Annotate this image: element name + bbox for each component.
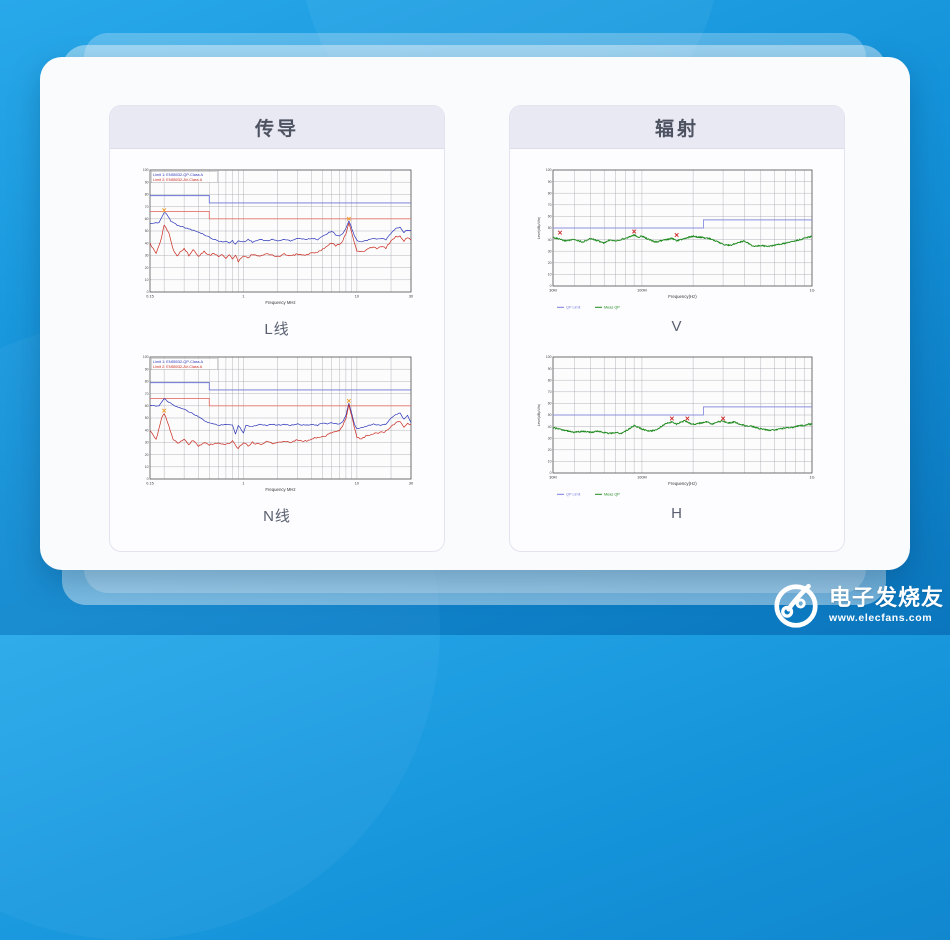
figure-conducted-n-line: 0 10 20 30 40 50 60 70 80 90 100 0.15 1 10 30 Frequency… [131, 352, 423, 527]
svg-text:0: 0 [550, 284, 552, 288]
figure-radiated-horizontal: 0 10 20 30 40 50 60 70 80 90 100 30M 100M 1G Frequency… [531, 352, 823, 527]
svg-text:80: 80 [145, 380, 149, 384]
svg-text:40: 40 [548, 425, 552, 429]
figure-radiated-vertical: 0 10 20 30 40 50 60 70 80 90 100 30M 100M 1G Frequency… [531, 165, 823, 340]
svg-text:Frequency MHz: Frequency MHz [265, 487, 295, 492]
svg-text:20: 20 [145, 266, 149, 270]
svg-text:Limit 2: EN55032-AV-Class A: Limit 2: EN55032-AV-Class A [153, 178, 203, 182]
svg-text:30: 30 [548, 436, 552, 440]
elecfans-circuit-icon [774, 583, 818, 628]
svg-text:30: 30 [548, 249, 552, 253]
svg-text:10: 10 [355, 295, 359, 299]
svg-text:100: 100 [546, 168, 552, 172]
svg-text:50: 50 [548, 413, 552, 417]
svg-text:90: 90 [548, 367, 552, 371]
svg-text:70: 70 [145, 392, 149, 396]
svg-text:1G: 1G [809, 476, 814, 480]
svg-text:10: 10 [145, 465, 149, 469]
panel-conducted-body: 0 10 20 30 40 50 60 70 80 90 100 0.15 1 10 30 Frequency… [110, 149, 444, 527]
svg-text:20: 20 [548, 448, 552, 452]
svg-text:30: 30 [409, 295, 413, 299]
emc-chart-radiated-v: 0 10 20 30 40 50 60 70 80 90 100 30M 100M 1G Frequency… [537, 168, 815, 310]
emc-chart-conducted-n-line: 0 10 20 30 40 50 60 70 80 90 100 0.15 1 10 30 Frequency… [143, 355, 413, 492]
svg-text:10: 10 [355, 482, 359, 486]
svg-text:Limit 1: EN55032-QP-Class A: Limit 1: EN55032-QP-Class A [153, 173, 203, 177]
svg-text:100: 100 [143, 168, 149, 172]
svg-text:90: 90 [145, 367, 149, 371]
svg-text:Frequency MHz: Frequency MHz [265, 300, 295, 305]
svg-text:1G: 1G [809, 289, 814, 293]
svg-text:Meas QP: Meas QP [604, 493, 620, 497]
svg-text:0: 0 [147, 290, 149, 294]
panel-conducted-title: 传导 [110, 106, 444, 149]
svg-text:30M: 30M [549, 289, 556, 293]
svg-text:80: 80 [145, 193, 149, 197]
svg-text:70: 70 [548, 203, 552, 207]
svg-text:0: 0 [550, 471, 552, 475]
svg-text:Level(dBµV/m): Level(dBµV/m) [537, 404, 541, 427]
svg-text:1: 1 [242, 482, 244, 486]
svg-text:60: 60 [548, 215, 552, 219]
svg-text:30: 30 [409, 482, 413, 486]
svg-text:0.15: 0.15 [146, 295, 153, 299]
svg-text:20: 20 [145, 453, 149, 457]
svg-text:50: 50 [145, 229, 149, 233]
svg-text:Meas QP: Meas QP [604, 306, 620, 310]
svg-text:30: 30 [145, 254, 149, 258]
svg-text:1: 1 [242, 295, 244, 299]
svg-text:60: 60 [145, 404, 149, 408]
svg-text:80: 80 [548, 378, 552, 382]
svg-text:0: 0 [147, 477, 149, 481]
svg-text:Frequency(Hz): Frequency(Hz) [668, 294, 697, 299]
svg-text:70: 70 [548, 390, 552, 394]
svg-text:Limit 2: EN55032-AV-Class A: Limit 2: EN55032-AV-Class A [153, 365, 203, 369]
svg-text:10: 10 [548, 460, 552, 464]
svg-text:0.15: 0.15 [146, 482, 153, 486]
svg-text:QP Limit: QP Limit [566, 493, 581, 497]
svg-text:100: 100 [546, 355, 552, 359]
logo-url: www.elecfans.com [828, 611, 933, 624]
panel-radiated-title: 辐射 [510, 106, 844, 149]
svg-text:10: 10 [145, 278, 149, 282]
chart-caption-l-line: L线 [264, 321, 290, 338]
svg-text:40: 40 [548, 238, 552, 242]
svg-text:80: 80 [548, 191, 552, 195]
svg-text:50: 50 [548, 226, 552, 230]
svg-text:40: 40 [145, 241, 149, 245]
svg-text:90: 90 [145, 180, 149, 184]
svg-text:60: 60 [548, 402, 552, 406]
svg-text:100M: 100M [637, 476, 647, 480]
emc-chart-radiated-h: 0 10 20 30 40 50 60 70 80 90 100 30M 100M 1G Frequency… [537, 355, 815, 497]
svg-text:60: 60 [145, 217, 149, 221]
svg-text:100: 100 [143, 355, 149, 359]
main-card: 传导 0 10 20 30 40 50 60 70 80 90 100 0.15 1 10 30 Freque… [40, 57, 910, 570]
chart-caption-h: H [671, 505, 683, 522]
svg-text:30M: 30M [549, 476, 556, 480]
svg-text:10: 10 [548, 273, 552, 277]
svg-text:100M: 100M [637, 289, 647, 293]
svg-text:20: 20 [548, 261, 552, 265]
svg-text:40: 40 [145, 428, 149, 432]
app-background: { "colors":{ "background_top":"#28a9ea",… [0, 0, 950, 635]
chart-caption-v: V [671, 318, 683, 335]
panel-radiated-body: 0 10 20 30 40 50 60 70 80 90 100 30M 100M 1G Frequency… [510, 149, 844, 527]
svg-text:QP Limit: QP Limit [566, 306, 581, 310]
brand-logo: 电子发烧友 www.elecfans.com [771, 580, 944, 630]
svg-text:70: 70 [145, 205, 149, 209]
svg-text:Limit 1: EN55032-QP-Class A: Limit 1: EN55032-QP-Class A [153, 360, 203, 364]
svg-text:90: 90 [548, 180, 552, 184]
logo-title: 电子发烧友 [828, 584, 944, 610]
chart-caption-n-line: N线 [263, 508, 291, 525]
panel-conducted: 传导 0 10 20 30 40 50 60 70 80 90 100 0.15 1 10 30 Freque… [109, 105, 445, 552]
svg-text:Level(dBµV/m): Level(dBµV/m) [537, 217, 541, 240]
figure-conducted-l-line: 0 10 20 30 40 50 60 70 80 90 100 0.15 1 10 30 Frequency… [131, 165, 423, 340]
logo-text: 电子发烧友 www.elecfans.com [828, 584, 944, 624]
svg-text:Frequency(Hz): Frequency(Hz) [668, 481, 697, 486]
svg-text:50: 50 [145, 416, 149, 420]
svg-text:30: 30 [145, 441, 149, 445]
emc-chart-conducted-l-line: 0 10 20 30 40 50 60 70 80 90 100 0.15 1 10 30 Frequency… [143, 168, 413, 305]
panel-radiated: 辐射 0 10 20 30 40 50 60 70 80 90 100 30M 100M 1G Freque… [509, 105, 845, 552]
